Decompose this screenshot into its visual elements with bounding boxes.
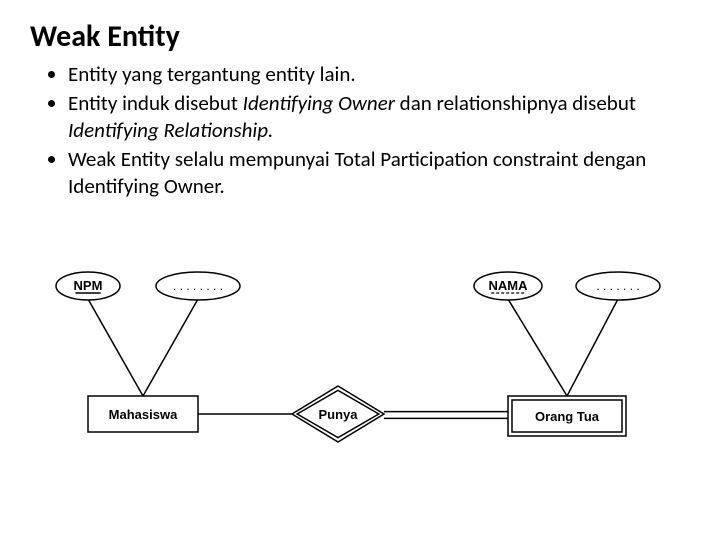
bullet-item: Weak Entity selalu mempunyai Total Parti… [68,146,690,200]
bullet-item: Entity yang tergantung entity lain. [68,61,690,88]
bullet-item: Entity induk disebut Identifying Owner d… [68,90,690,144]
bullet-text: dan relationshipnya disebut [395,90,636,116]
bullet-list: Entity yang tergantung entity lain. Enti… [40,61,690,199]
bullet-em: Identifying Owner [243,90,395,116]
attr-connector [88,299,143,396]
er-diagram: NPM . . . . . . . . NAMA . . . . . . . Mahas… [30,256,690,496]
diagram-svg: NPM . . . . . . . . NAMA . . . . . . . Mahas… [30,256,690,496]
entity-label: Orang Tua [535,409,600,424]
relationship-label: Punya [318,407,358,422]
bullet-text: Entity yang tergantung entity lain. [68,61,356,87]
page-title: Weak Entity [30,18,690,55]
entity-label: Mahasiswa [109,407,178,422]
attr-connector [567,299,618,396]
attribute-label: NAMA [489,278,529,293]
attribute-label: . . . . . . . [596,279,639,293]
attr-connector [508,299,567,396]
bullet-text: Entity induk disebut [68,90,243,116]
attribute-label: . . . . . . . . [173,279,223,293]
bullet-text: Weak Entity selalu mempunyai Total Parti… [68,146,646,199]
attr-connector [143,299,198,396]
bullet-em: Identifying Relationship. [68,117,273,143]
attribute-label: NPM [74,278,103,293]
